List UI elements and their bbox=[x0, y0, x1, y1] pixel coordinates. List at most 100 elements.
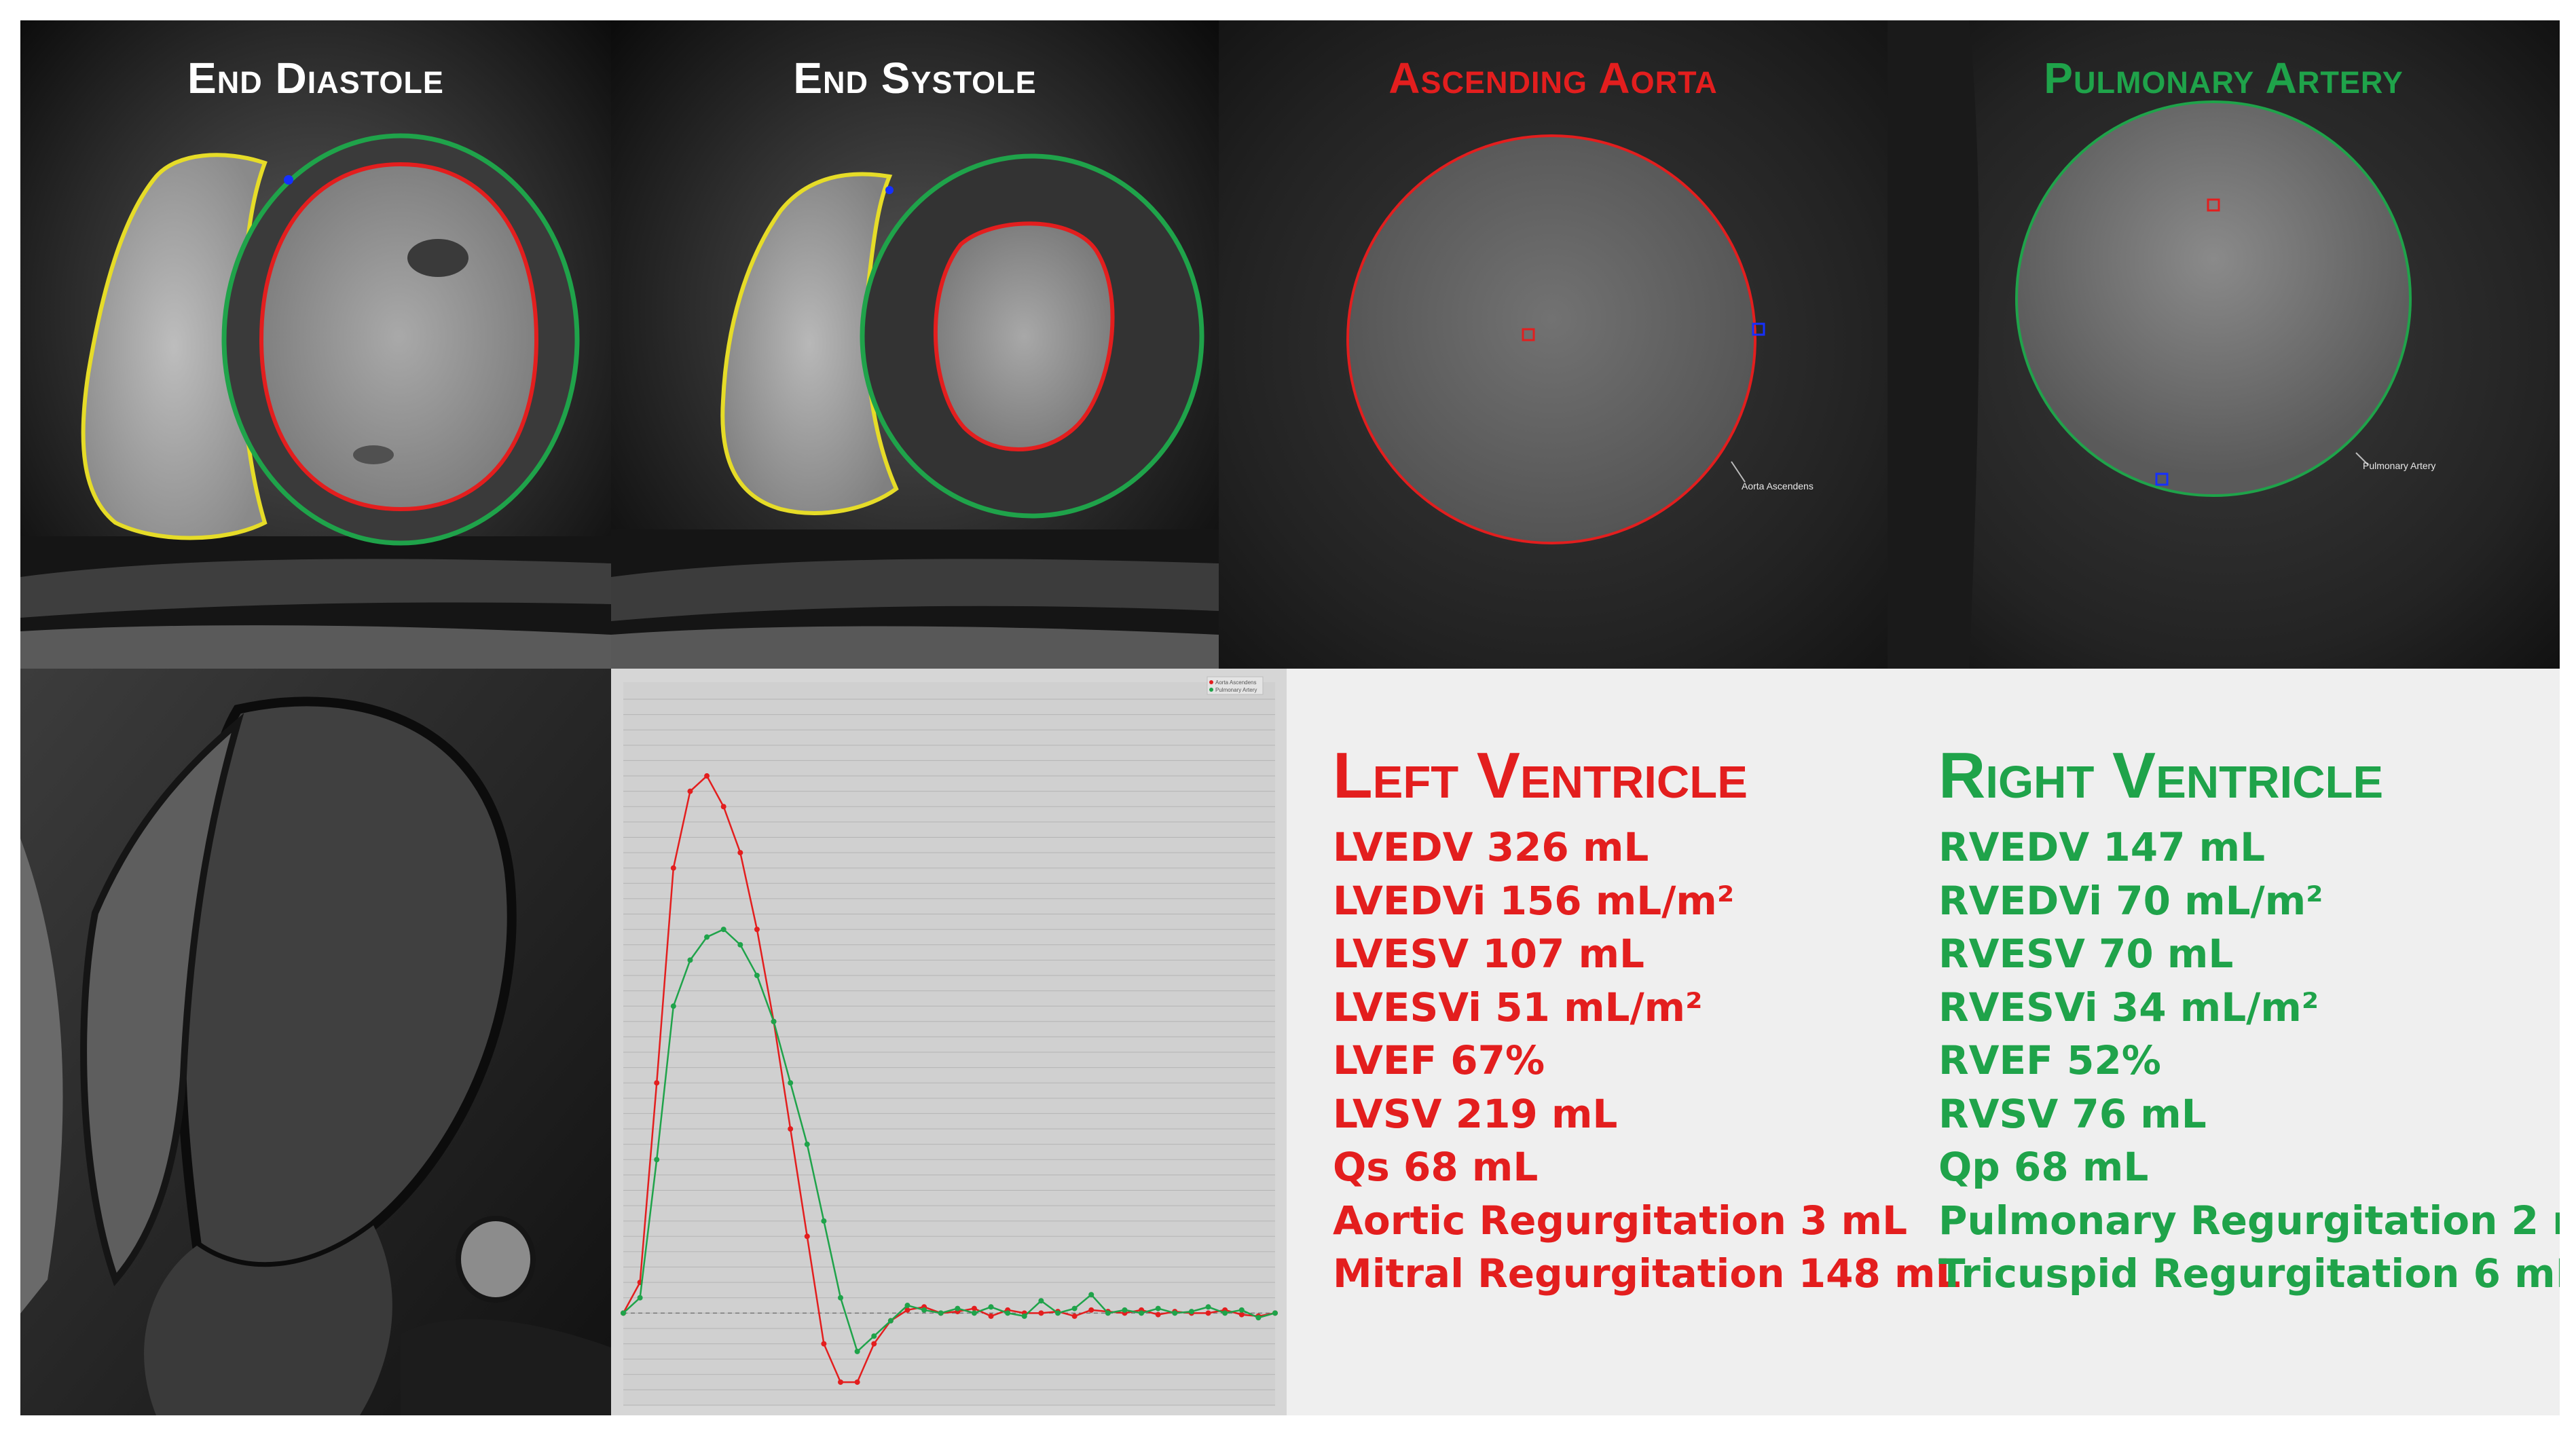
left-ventricle-metric: LVEDV 326 mL bbox=[1333, 824, 1649, 870]
series-point-1 bbox=[1005, 1310, 1011, 1316]
series-point-0 bbox=[1238, 1311, 1245, 1318]
series-point-1 bbox=[904, 1303, 910, 1309]
right-ventricle-results: Right Ventricle RVEDV 147 mL RVEDVi 70 mL… bbox=[1938, 743, 2560, 1301]
series-point-1 bbox=[1155, 1305, 1161, 1311]
left-ventricle-metric: Aortic Regurgitation 3 mL bbox=[1333, 1197, 1908, 1244]
series-point-0 bbox=[704, 773, 710, 779]
end-diastole-panel: End Diastole bbox=[20, 20, 611, 669]
series-point-1 bbox=[854, 1348, 860, 1354]
long-axis-image bbox=[20, 669, 611, 1415]
left-ventricle-metric: LVEDVi 156 mL/m² bbox=[1333, 877, 1735, 924]
end-systole-image bbox=[611, 20, 1219, 669]
legend-pulmonary: Pulmonary Artery bbox=[1215, 687, 1257, 693]
aorta-contour-label: Aorta Ascendens bbox=[1742, 481, 1814, 491]
series-point-1 bbox=[1122, 1307, 1128, 1313]
series-point-1 bbox=[621, 1310, 626, 1316]
series-point-0 bbox=[988, 1313, 994, 1319]
left-ventricle-metric: LVEF 67% bbox=[1333, 1037, 1545, 1083]
series-point-1 bbox=[670, 1003, 676, 1009]
pulmonary-contour-label: Pulmonary Artery bbox=[2363, 460, 2436, 471]
series-point-0 bbox=[854, 1379, 860, 1385]
ascending-aorta-title: Ascending Aorta bbox=[1388, 54, 1718, 103]
right-ventricle-metric: RVSV 76 mL bbox=[1938, 1090, 2207, 1137]
series-point-1 bbox=[1188, 1309, 1194, 1315]
series-point-1 bbox=[1255, 1315, 1262, 1321]
series-point-0 bbox=[971, 1305, 977, 1311]
chart-legend: Aorta Ascendens Pulmonary Artery bbox=[1207, 676, 1264, 695]
ascending-aorta-panel: Ascending Aorta Aorta Ascendens bbox=[1219, 20, 1888, 669]
flow-curve-chart: Aorta Ascendens Pulmonary Artery bbox=[621, 676, 1278, 1406]
left-ventricle-metric: Qs 68 mL bbox=[1333, 1144, 1539, 1190]
series-point-1 bbox=[1038, 1298, 1044, 1304]
series-point-1 bbox=[687, 957, 693, 963]
long-axis-panel bbox=[20, 669, 611, 1415]
series-point-1 bbox=[754, 972, 760, 978]
end-diastole-title: End Diastole bbox=[187, 54, 444, 103]
series-point-1 bbox=[871, 1333, 877, 1339]
series-point-1 bbox=[737, 942, 743, 948]
series-point-0 bbox=[838, 1379, 843, 1385]
end-systole-panel: End Systole bbox=[611, 20, 1219, 669]
results-panel: Left Ventricle LVEDV 326 mL LVEDVi 156 mL… bbox=[1287, 669, 2560, 1415]
series-point-1 bbox=[654, 1157, 660, 1163]
series-point-1 bbox=[704, 934, 710, 940]
series-point-1 bbox=[1205, 1304, 1211, 1310]
left-ventricle-metric: LVESV 107 mL bbox=[1333, 931, 1644, 977]
series-point-0 bbox=[804, 1233, 810, 1240]
series-point-1 bbox=[1088, 1292, 1094, 1298]
end-diastole-image bbox=[20, 20, 611, 669]
series-point-0 bbox=[821, 1341, 827, 1347]
series-point-0 bbox=[720, 804, 726, 810]
series-point-1 bbox=[720, 927, 726, 933]
series-point-0 bbox=[737, 850, 743, 856]
pulmonary-artery-image bbox=[1888, 20, 2560, 669]
right-ventricle-title: Right Ventricle bbox=[1938, 739, 2384, 812]
series-point-0 bbox=[754, 927, 760, 933]
series-point-0 bbox=[871, 1341, 877, 1347]
series-point-0 bbox=[788, 1126, 794, 1132]
series-point-0 bbox=[670, 865, 676, 871]
series-point-1 bbox=[1222, 1310, 1228, 1316]
right-ventricle-metric: RVESV 70 mL bbox=[1938, 931, 2234, 977]
series-point-1 bbox=[1238, 1307, 1245, 1313]
series-point-1 bbox=[1105, 1310, 1111, 1316]
series-point-0 bbox=[654, 1080, 660, 1086]
left-ventricle-metric: LVSV 219 mL bbox=[1333, 1090, 1618, 1137]
left-ventricle-metric: Mitral Regurgitation 148 mL bbox=[1333, 1250, 1961, 1297]
series-point-0 bbox=[1205, 1310, 1211, 1316]
series-point-0 bbox=[1071, 1313, 1078, 1319]
series-point-1 bbox=[1272, 1310, 1278, 1316]
pulmonary-artery-panel: Pulmonary Artery Pulmonary Artery bbox=[1888, 20, 2560, 669]
chart-grid bbox=[623, 682, 1275, 1406]
right-ventricle-metric: Pulmonary Regurgitation 2 mL bbox=[1938, 1197, 2560, 1244]
series-point-1 bbox=[887, 1318, 894, 1324]
legend-aorta: Aorta Ascendens bbox=[1215, 680, 1256, 686]
series-point-0 bbox=[904, 1307, 910, 1313]
series-point-1 bbox=[637, 1295, 643, 1301]
series-point-1 bbox=[1172, 1310, 1178, 1316]
series-point-1 bbox=[955, 1305, 961, 1311]
legend-marker-aorta bbox=[1209, 680, 1213, 684]
series-line-0 bbox=[622, 775, 1276, 1383]
series-point-1 bbox=[1071, 1305, 1078, 1311]
left-ventricle-metric: LVESVi 51 mL/m² bbox=[1333, 984, 1703, 1030]
series-point-1 bbox=[1021, 1313, 1027, 1319]
end-systole-title: End Systole bbox=[793, 54, 1037, 103]
series-point-0 bbox=[1088, 1307, 1094, 1313]
left-ventricle-title: Left Ventricle bbox=[1333, 739, 1748, 812]
chart-series bbox=[621, 773, 1278, 1385]
legend-box bbox=[1207, 676, 1264, 695]
series-point-1 bbox=[838, 1295, 843, 1301]
series-point-1 bbox=[921, 1307, 927, 1313]
series-point-1 bbox=[788, 1080, 794, 1086]
legend-marker-pulmonary bbox=[1209, 688, 1213, 692]
series-point-1 bbox=[1139, 1310, 1145, 1316]
series-point-1 bbox=[1055, 1310, 1061, 1316]
series-point-0 bbox=[1038, 1310, 1044, 1316]
series-point-0 bbox=[1155, 1311, 1161, 1318]
right-ventricle-metric: RVEDV 147 mL bbox=[1938, 824, 2266, 870]
series-point-1 bbox=[771, 1018, 777, 1024]
series-point-1 bbox=[804, 1141, 810, 1147]
series-line-1 bbox=[623, 928, 1276, 1354]
right-ventricle-metric: RVESVi 34 mL/m² bbox=[1938, 984, 2319, 1030]
